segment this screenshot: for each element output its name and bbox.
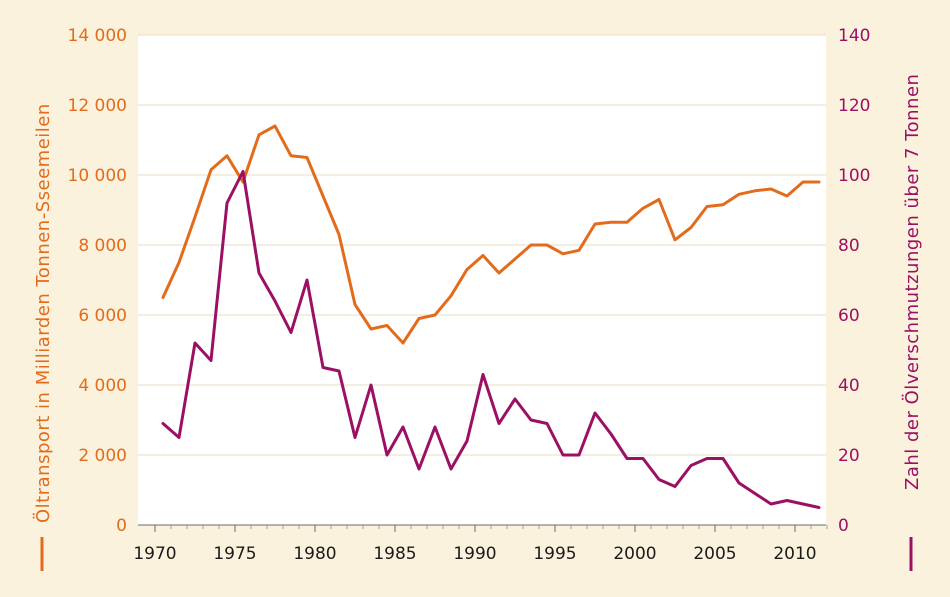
y-tick-right: 20 bbox=[838, 446, 860, 466]
y-tick-right: 80 bbox=[838, 236, 860, 256]
gridlines bbox=[138, 34, 826, 456]
x-tick: 1975 bbox=[213, 544, 256, 564]
right-axis-title: Zahl der Ölverschmutzungen über 7 Tonnen bbox=[901, 74, 923, 571]
y-tick-right: 100 bbox=[838, 166, 870, 186]
y-tick-left: 8 000 bbox=[78, 236, 127, 256]
x-tick: 2005 bbox=[693, 544, 736, 564]
series-layer bbox=[161, 124, 821, 509]
y-tick-right: 140 bbox=[838, 26, 870, 46]
series-line-oil-transport bbox=[161, 124, 821, 345]
y-tick-left: 4 000 bbox=[78, 376, 127, 396]
plot-area bbox=[138, 35, 826, 525]
x-tick: 2000 bbox=[613, 544, 656, 564]
axes: 0 0 2 000 20 4 000 40 6 000 60 8 000 80 10 000 100 1… bbox=[68, 26, 871, 564]
right-axis-label: Zahl der Ölverschmutzungen über 7 Tonnen bbox=[901, 74, 923, 490]
left-axis-title: Öltransport in Milliarden Tonnen-Sseemei… bbox=[32, 103, 54, 571]
y-tick-right: 120 bbox=[838, 96, 870, 116]
x-tick: 1980 bbox=[293, 544, 336, 564]
x-tick: 1970 bbox=[133, 544, 176, 564]
y-tick-right: 60 bbox=[838, 306, 860, 326]
y-tick-left: 0 bbox=[116, 516, 127, 536]
y-tick-left: 6 000 bbox=[78, 306, 127, 326]
x-tick: 1990 bbox=[453, 544, 496, 564]
y-tick-left: 10 000 bbox=[68, 166, 127, 186]
y-tick-right: 40 bbox=[838, 376, 860, 396]
x-tick: 1985 bbox=[373, 544, 416, 564]
x-tick: 2010 bbox=[773, 544, 816, 564]
y-tick-left: 14 000 bbox=[68, 26, 127, 46]
y-tick-left: 2 000 bbox=[78, 446, 127, 466]
y-tick-left: 12 000 bbox=[68, 96, 127, 116]
y-tick-right: 0 bbox=[838, 516, 849, 536]
series-line-oil-spills bbox=[161, 170, 821, 509]
x-tick: 1995 bbox=[533, 544, 576, 564]
left-axis-label: Öltransport in Milliarden Tonnen-Sseemei… bbox=[32, 103, 54, 523]
